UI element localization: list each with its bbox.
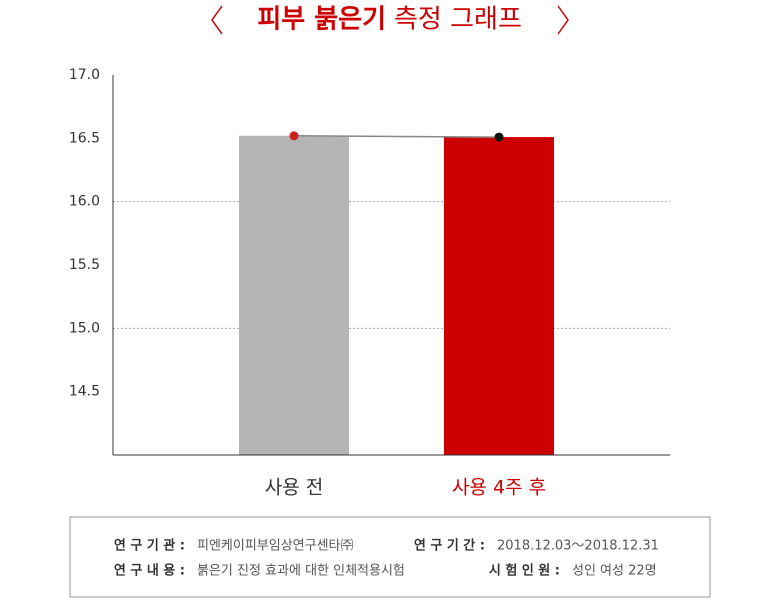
info-box [69,516,711,598]
marker [289,131,299,141]
info-label: 시 험 인 원 : [489,563,560,579]
title-bracket [557,5,569,35]
info-value: 성인 여성 22명 [572,564,657,579]
marker [494,132,504,142]
y-tick-label: 17.0 [69,67,100,83]
connector-line [293,135,500,138]
info-label: 연 구 내 용 : [114,563,185,579]
info-value: 붉은기 진정 효과에 대한 인체적용시험 [197,564,405,579]
y-tick-label: 16.0 [69,194,100,210]
info-label: 연 구 기 관 : [114,538,185,554]
title-bracket [211,5,223,35]
x-tick-label: 사용 4주 후 [452,477,546,499]
chart-title: 측정 그래프 [394,5,522,35]
y-tick-label: 16.5 [69,130,100,146]
y-tick-label: 14.5 [69,384,100,400]
x-tick-label: 사용 전 [265,477,323,499]
chart-title: 피부 붉은기 [257,5,386,35]
info-value: 2018.12.03～2018.12.31 [497,539,659,554]
y-tick-label: 15.0 [69,320,100,336]
bar [444,137,554,456]
bar [239,135,349,456]
info-label: 연 구 기 간 : [414,538,485,554]
y-tick-label: 15.5 [69,257,100,273]
info-value: 피엔케이피부임상연구센타㈜ [197,539,354,554]
